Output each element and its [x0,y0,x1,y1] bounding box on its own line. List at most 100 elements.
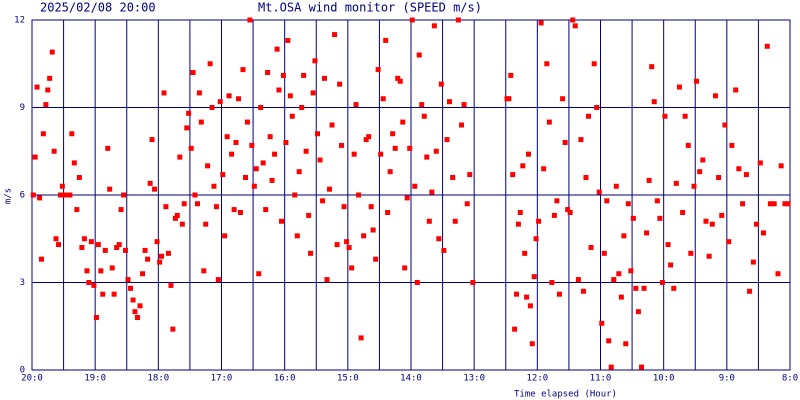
point [280,72,286,78]
point [344,239,350,245]
point [237,210,243,215]
point [373,256,379,262]
point [520,163,526,169]
point [750,259,756,265]
point [243,175,249,180]
point [651,99,657,105]
point [351,151,357,157]
x-tick-label: 12:0 [526,374,548,384]
point [213,204,219,210]
y-tick-label: 9 [20,103,25,113]
point [100,291,106,297]
point [641,285,647,291]
point [599,320,605,326]
point [145,256,151,262]
point [47,75,53,81]
point [583,175,589,180]
point [62,192,68,198]
point [613,183,619,189]
point [467,172,473,178]
point [240,67,246,73]
y-axis-label: m/s [4,188,14,204]
point [554,198,560,204]
point [608,364,614,370]
point [533,236,539,242]
point [53,236,59,242]
chart-title: Mt.OSA wind monitor (SPEED m/s) [258,1,482,15]
point [140,271,146,277]
point [356,192,362,198]
point [349,265,355,271]
point [673,180,679,186]
point [421,113,427,119]
point [606,338,612,344]
point [771,201,777,207]
point [296,169,302,175]
point [236,96,242,102]
point [125,277,131,283]
point [508,72,514,78]
point [38,256,44,262]
point [346,245,352,250]
point [258,105,264,110]
point [778,163,784,169]
point [215,277,221,283]
point [412,183,418,189]
point [91,282,97,288]
point [283,140,289,145]
point [370,227,376,233]
point [184,125,190,131]
point [709,221,715,227]
point [380,96,386,102]
point [604,198,610,204]
point [688,250,694,256]
point [358,335,364,341]
point [527,303,533,309]
point [743,172,749,178]
point [392,145,398,151]
point [67,192,73,198]
point [30,192,36,198]
x-tick-label: 8:0 [782,374,798,384]
point [132,309,138,315]
point [177,154,183,160]
point [341,204,347,210]
point [105,145,111,151]
x-tick-label: 20:0 [21,374,43,384]
point [170,326,176,332]
point [93,315,99,320]
point [510,172,516,178]
point [361,233,367,239]
point [51,148,57,154]
point [263,207,269,213]
point [736,166,742,172]
point [128,285,134,291]
point [64,192,70,198]
point [86,280,92,285]
point [578,137,584,143]
point [56,242,62,248]
point [419,102,425,108]
point [294,233,300,239]
point [378,151,384,157]
point [580,288,586,294]
point [712,93,718,99]
point [226,93,232,99]
point [385,210,391,215]
point [188,145,194,151]
point [726,239,732,245]
point [447,99,453,105]
point [134,315,140,320]
point [407,145,413,151]
y-tick-label: 6 [20,191,25,201]
point [644,230,650,236]
point [207,61,213,67]
point [531,274,537,280]
point [546,119,552,125]
point [570,17,576,23]
point [611,277,617,283]
point [438,81,444,87]
point [247,17,253,23]
point [244,119,250,125]
point [179,221,185,227]
